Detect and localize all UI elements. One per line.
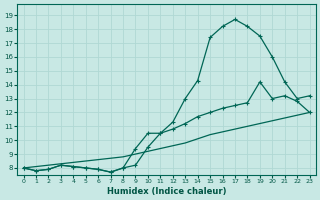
X-axis label: Humidex (Indice chaleur): Humidex (Indice chaleur) — [107, 187, 226, 196]
